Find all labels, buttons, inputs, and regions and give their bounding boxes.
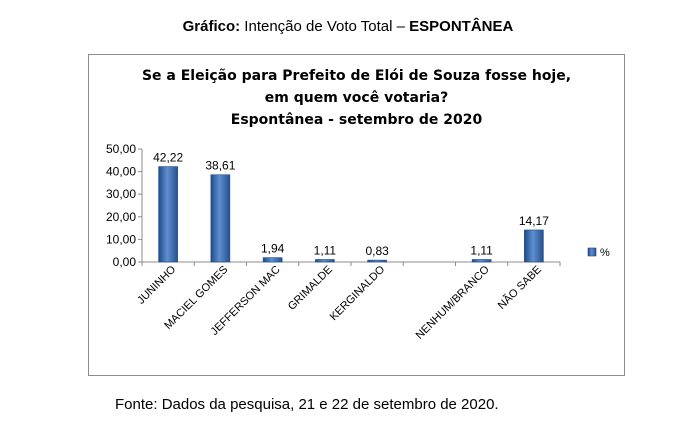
bar	[315, 259, 335, 263]
bar-value-label: 42,22	[153, 151, 183, 165]
chart-title: Se a Eleição para Prefeito de Elói de So…	[89, 65, 624, 131]
y-tick-label: 0,00	[113, 255, 137, 269]
bar	[471, 259, 492, 263]
bar-value-label: 14,17	[519, 214, 549, 228]
chart-title-line-2: em quem você votaria?	[264, 90, 449, 106]
x-tick-label: GRIMALDE	[286, 264, 335, 313]
bar	[262, 257, 283, 263]
y-tick-label: 30,00	[106, 187, 136, 201]
chart-title-line-3: Espontânea - setembro de 2020	[230, 112, 483, 128]
caption-emphasis: ESPONTÂNEA	[409, 18, 514, 35]
bar	[210, 174, 231, 263]
figure-caption: Gráfico: Intenção de Voto Total – ESPONT…	[0, 18, 696, 35]
y-tick-label: 20,00	[106, 210, 136, 224]
y-tick-label: 10,00	[106, 232, 136, 246]
x-tick-label: NENHUM/BRANCO	[414, 263, 492, 341]
legend-label: %	[600, 247, 610, 259]
bar	[524, 229, 544, 263]
bar-value-label: 0,83	[365, 244, 389, 258]
bar-value-label: 38,61	[205, 159, 235, 173]
bar	[367, 259, 387, 263]
x-tick-label: NÃO SABE	[495, 263, 544, 312]
x-tick-label: JUNINHO	[135, 263, 178, 306]
caption-prefix: Gráfico:	[182, 18, 241, 35]
y-tick-label: 50,00	[106, 142, 136, 156]
y-tick-label: 40,00	[106, 165, 136, 179]
bar-value-label: 1,11	[470, 243, 493, 257]
bar-value-label: 1,11	[314, 243, 337, 257]
bar	[158, 166, 178, 263]
x-tick-label: KERGINALDO	[328, 263, 388, 323]
legend-swatch	[587, 247, 597, 257]
chart-title-line-1: Se a Eleição para Prefeito de Elói de So…	[141, 68, 572, 84]
caption-text: Intenção de Voto Total –	[240, 18, 410, 35]
source-note: Fonte: Dados da pesquisa, 21 e 22 de set…	[115, 396, 499, 413]
bar-value-label: 1,94	[261, 242, 285, 256]
